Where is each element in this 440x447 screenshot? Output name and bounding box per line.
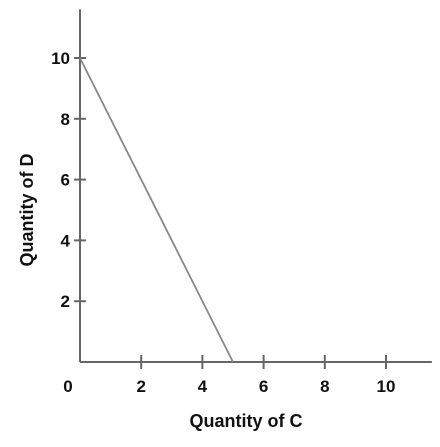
x-tick-label: 8 <box>320 377 329 396</box>
x-tick-label: 2 <box>136 377 145 396</box>
y-tick-label: 10 <box>51 49 70 68</box>
y-tick-label: 8 <box>61 110 70 129</box>
x-tick-label: 6 <box>259 377 268 396</box>
x-tick-label: 10 <box>377 377 396 396</box>
y-tick-label: 2 <box>61 292 70 311</box>
x-tick-label: 4 <box>198 377 208 396</box>
series-group <box>79 57 234 363</box>
x-axis-title: Quantity of C <box>190 411 303 431</box>
y-tick-label: 4 <box>61 231 71 250</box>
y-axis-title: Quantity of D <box>17 154 37 267</box>
y-tick-label: 6 <box>61 171 70 190</box>
series-line <box>79 57 234 363</box>
origin-label: 0 <box>63 377 72 396</box>
